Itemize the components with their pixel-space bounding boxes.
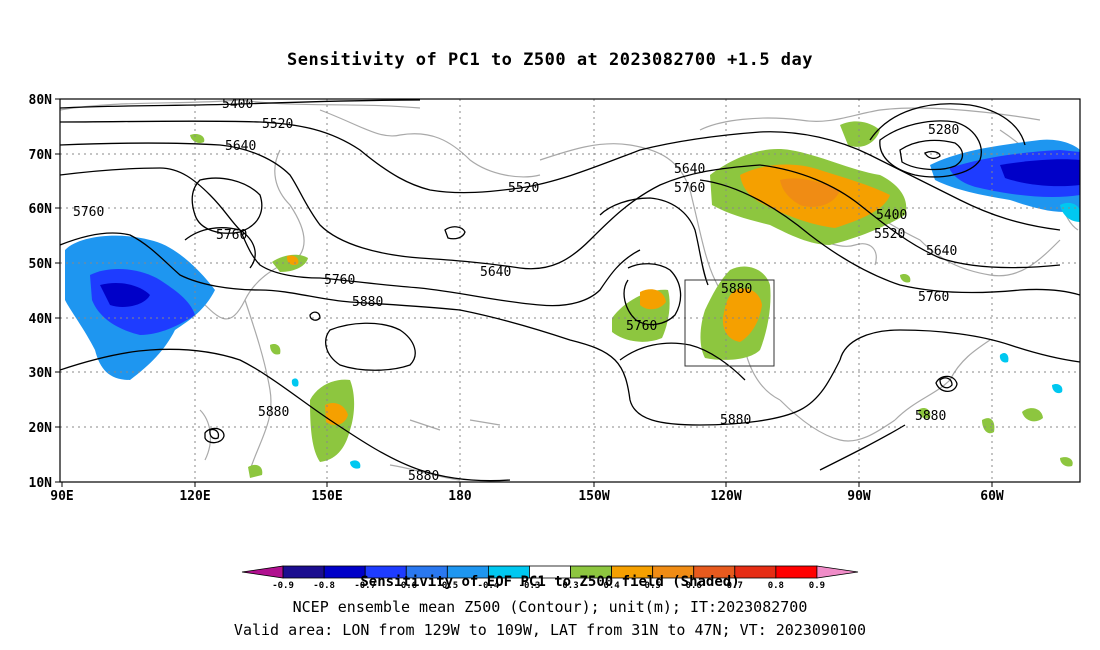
- lat-label: 40N: [29, 312, 53, 327]
- contour-label: 5760: [626, 319, 657, 334]
- lon-label: 150E: [311, 489, 342, 504]
- contour-labels: 5400 5520 5640 5760 5520 5760 5760 5880 …: [73, 97, 959, 484]
- contour-label: 5640: [225, 139, 256, 154]
- contour-label: 5880: [721, 282, 752, 297]
- caption-valid-area: Valid area: LON from 129W to 109W, LAT f…: [233, 621, 867, 639]
- colorbar-tick-label: 0.4: [603, 581, 620, 591]
- caption-shading: Sensitivity of EOF PC1 to Z500 field (Sh…: [360, 574, 740, 590]
- colorbar-tick-label: -0.3: [519, 581, 541, 591]
- contour-label: 5520: [262, 117, 293, 132]
- lat-label: 30N: [29, 366, 53, 381]
- lon-label: 90W: [847, 489, 871, 504]
- valid-area-box: [684, 279, 775, 367]
- contour-label: 5880: [352, 295, 383, 310]
- lon-label: 90E: [50, 489, 73, 504]
- latitude-labels: 80N 70N 60N 50N 40N 30N 20N 10N: [29, 93, 53, 491]
- lon-label: 150W: [578, 489, 609, 504]
- lat-label: 20N: [29, 421, 53, 436]
- longitude-labels: 90E 120E 150E 180 150W 120W 90W 60W: [50, 489, 1004, 504]
- lat-label: 80N: [29, 93, 53, 108]
- lat-label: 50N: [29, 257, 53, 272]
- map-title: Sensitivity of PC1 to Z500 at 2023082700…: [286, 50, 813, 70]
- axis-ticks: [55, 98, 993, 487]
- contour-label: 5760: [918, 290, 949, 305]
- colorbar-tick-label: -0.4: [478, 581, 500, 591]
- colorbar-tick-label: -0.7: [354, 581, 376, 591]
- contour-label: 5640: [480, 265, 511, 280]
- colorbar-tick-label: -0.9: [272, 581, 294, 591]
- contour-label: 5640: [926, 244, 957, 259]
- colorbar-tick-label: 0.7: [727, 581, 743, 591]
- contour-label: 5880: [258, 405, 289, 420]
- contour-label: 5280: [928, 123, 959, 138]
- contour-label: 5760: [216, 228, 247, 243]
- colorbar-tick-label: -0.6: [395, 581, 417, 591]
- contour-label: 5520: [508, 181, 539, 196]
- lat-label: 60N: [29, 202, 53, 217]
- graticule: [60, 99, 1080, 482]
- colorbar-tick-label: 0.3: [562, 581, 578, 591]
- contour-label: 5520: [874, 227, 905, 242]
- contour-label: 5760: [324, 273, 355, 288]
- colorbar-tick-label: 0.9: [809, 581, 825, 591]
- contour-label: 5760: [674, 181, 705, 196]
- colorbar-tick-label: -0.5: [436, 581, 458, 591]
- colorbar-tick-label: 0.8: [768, 581, 784, 591]
- contour-label: 5880: [915, 409, 946, 424]
- colorbar: -0.9 -0.8 -0.7 -0.6 -0.5 -0.4 -0.3 0.3 0.4 0.5 0.6…: [241, 565, 859, 591]
- colorbar-tick-label: -0.8: [313, 581, 335, 591]
- contour-label: 5760: [73, 205, 104, 220]
- negative-sensitivity-shading: [65, 139, 1080, 469]
- contour-label: 5640: [674, 162, 705, 177]
- caption-contour: NCEP ensemble mean Z500 (Contour); unit(…: [292, 598, 808, 616]
- lon-label: 180: [448, 489, 472, 504]
- contour-label: 5880: [408, 469, 439, 484]
- contour-label: 5400: [876, 208, 907, 223]
- lon-label: 60W: [980, 489, 1004, 504]
- contour-label: 5400: [222, 97, 253, 112]
- lon-label: 120E: [179, 489, 210, 504]
- lat-label: 10N: [29, 476, 53, 491]
- lon-label: 120W: [710, 489, 741, 504]
- z500-contours: [60, 99, 1080, 482]
- positive-sensitivity-shading: [190, 121, 1073, 478]
- colorbar-tick-label: 0.6: [686, 581, 702, 591]
- contour-label: 5880: [720, 413, 751, 428]
- colorbar-tick-label: 0.5: [645, 581, 661, 591]
- colorbar-cell: [816, 565, 859, 579]
- lat-label: 70N: [29, 148, 53, 163]
- plot-frame: [59, 98, 1081, 483]
